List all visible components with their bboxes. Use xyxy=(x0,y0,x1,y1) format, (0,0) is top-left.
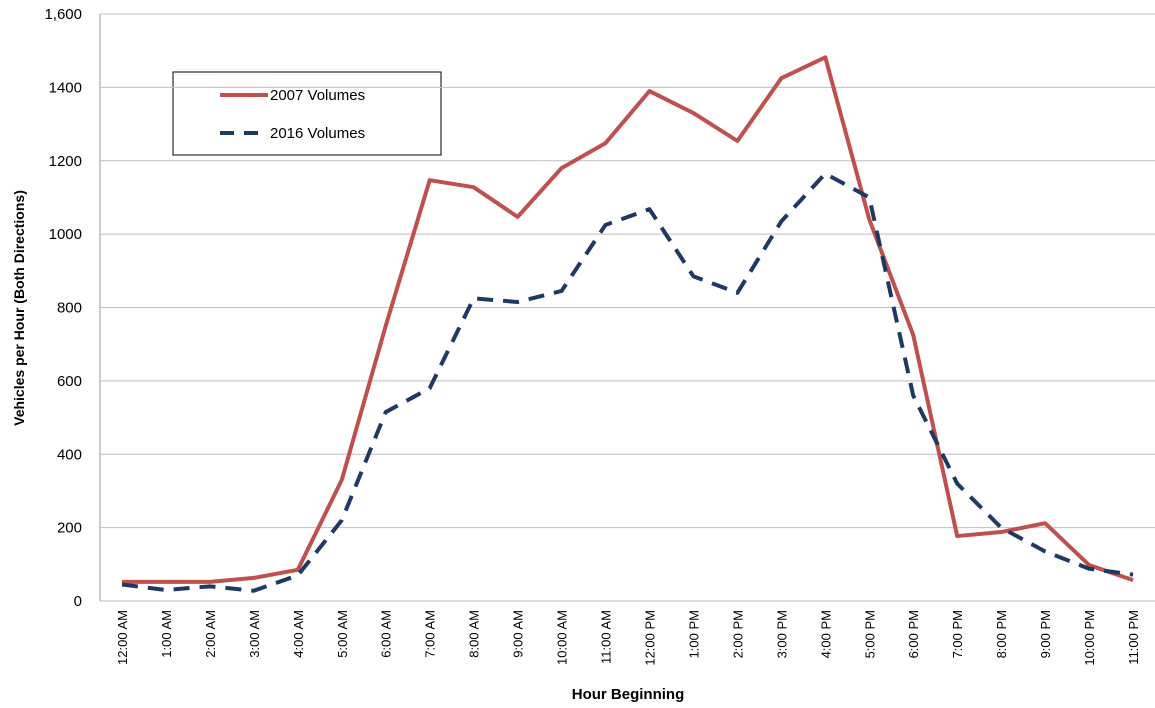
x-tick-label: 12:00 PM xyxy=(642,610,657,666)
x-tick-label: 3:00 AM xyxy=(247,610,262,658)
y-tick-label: 600 xyxy=(57,373,82,390)
x-tick-label: 10:00 PM xyxy=(1082,610,1097,666)
y-tick-label: 400 xyxy=(57,446,82,463)
y-tick-label: 1,600 xyxy=(44,6,82,23)
y-tick-label: 1400 xyxy=(49,79,82,96)
x-tick-label: 1:00 AM xyxy=(159,610,174,658)
x-tick-label: 8:00 AM xyxy=(467,610,482,658)
x-tick-label: 4:00 PM xyxy=(818,610,833,658)
x-tick-label: 6:00 AM xyxy=(379,610,394,658)
x-tick-label: 11:00 AM xyxy=(599,610,614,664)
x-tick-label: 11:00 PM xyxy=(1126,610,1141,665)
x-tick-label: 2:00 PM xyxy=(730,610,745,658)
y-tick-label: 800 xyxy=(57,300,82,317)
y-tick-label: 0 xyxy=(74,593,82,610)
x-tick-label: 10:00 AM xyxy=(555,610,570,665)
x-tick-label: 3:00 PM xyxy=(774,610,789,658)
x-tick-label: 4:00 AM xyxy=(291,610,306,658)
legend-label: 2007 Volumes xyxy=(270,87,365,104)
x-tick-label: 12:00 AM xyxy=(115,610,130,665)
x-tick-label: 2:00 AM xyxy=(203,610,218,658)
series-line xyxy=(121,171,1134,593)
x-tick-label: 7:00 AM xyxy=(423,610,438,658)
x-tick-label: 5:00 PM xyxy=(862,610,877,658)
x-tick-label: 8:00 PM xyxy=(994,610,1009,658)
x-tick-label: 6:00 PM xyxy=(906,610,921,658)
x-tick-label: 5:00 AM xyxy=(335,610,350,658)
legend-label: 2016 Volumes xyxy=(270,125,365,142)
y-tick-label: 1000 xyxy=(49,226,82,243)
legend-box xyxy=(172,71,442,156)
series-line xyxy=(121,55,1134,584)
x-tick-label: 7:00 PM xyxy=(950,610,965,658)
x-tick-label: 9:00 AM xyxy=(511,610,526,658)
y-tick-label: 1200 xyxy=(49,153,82,170)
x-tick-label: 9:00 PM xyxy=(1038,610,1053,658)
y-tick-label: 200 xyxy=(57,520,82,537)
x-axis-title: Hour Beginning xyxy=(572,686,685,703)
x-tick-label: 1:00 PM xyxy=(686,610,701,658)
y-axis-title: Vehicles per Hour (Both Directions) xyxy=(11,190,27,426)
